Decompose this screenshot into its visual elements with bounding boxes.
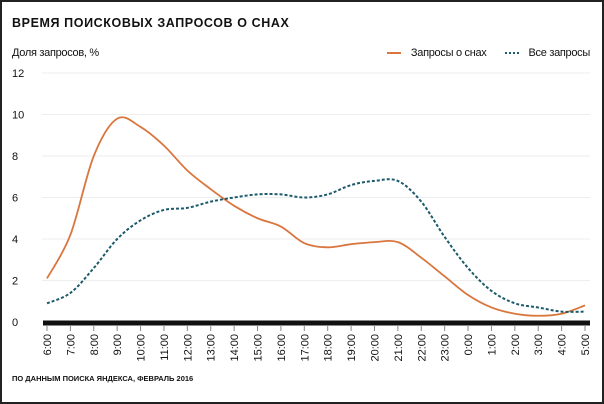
series-line-all-queries: [46, 178, 586, 313]
x-tick-label: 12:00: [182, 334, 194, 362]
x-tick-label: 18:00: [323, 334, 335, 362]
y-tick-label: 2: [12, 276, 18, 288]
x-tick-label: 13:00: [206, 334, 218, 362]
x-tick-label: 5:00: [580, 334, 592, 355]
legend: Запросы о снах Все запросы: [386, 47, 591, 59]
x-tick-label: 11:00: [159, 334, 171, 361]
y-tick-label: 6: [12, 193, 18, 205]
legend-swatch-dreams: [386, 52, 401, 54]
legend-label-dreams: Запросы о снах: [410, 47, 487, 59]
x-tick-label: 3:00: [533, 334, 545, 355]
y-tick-label: 8: [12, 151, 18, 163]
y-tick-label: 0: [12, 317, 18, 329]
y-tick-label: 4: [12, 234, 18, 246]
x-tick-label: 9:00: [112, 334, 124, 355]
x-tick-label: 15:00: [253, 334, 265, 362]
x-tick-label: 21:00: [393, 334, 405, 362]
y-tick-label: 10: [12, 110, 24, 122]
x-tick-label: 20:00: [369, 334, 381, 362]
chart-title: ВРЕМЯ ПОИСКОВЫХ ЗАПРОСОВ О СНАХ: [12, 16, 290, 30]
legend-swatch-all: [504, 52, 519, 54]
x-tick-label: 4:00: [557, 334, 569, 355]
x-tick-label: 7:00: [65, 334, 77, 355]
x-tick-label: 16:00: [276, 334, 288, 362]
x-tick-label: 1:00: [486, 334, 498, 355]
x-tick-label: 0:00: [463, 334, 475, 355]
series-line-dream-queries: [46, 116, 586, 317]
x-tick-label: 6:00: [42, 334, 54, 355]
x-tick-label: 19:00: [346, 334, 358, 362]
x-tick-label: 14:00: [229, 334, 241, 362]
x-tick-label: 2:00: [510, 334, 522, 355]
x-tick-label: 23:00: [440, 334, 452, 362]
y-axis-label: Доля запросов, %: [12, 47, 99, 59]
x-tick-label: 10:00: [136, 334, 148, 362]
x-tick-label: 8:00: [89, 334, 101, 355]
x-tick-label: 22:00: [416, 334, 428, 362]
y-tick-label: 12: [12, 68, 24, 80]
source-note: ПО ДАННЫМ ПОИСКА ЯНДЕКСА, ФЕВРАЛЬ 2016: [12, 374, 194, 383]
legend-label-all: Все запросы: [528, 47, 591, 59]
x-tick-label: 17:00: [299, 334, 311, 362]
